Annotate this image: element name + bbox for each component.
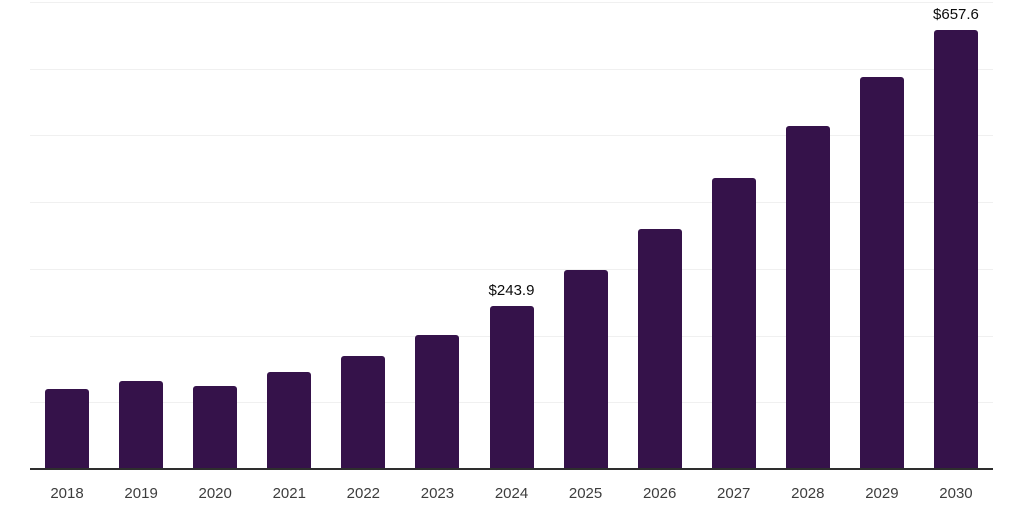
x-axis-baseline xyxy=(30,468,993,470)
gridline xyxy=(30,2,993,3)
x-tick-label-2019: 2019 xyxy=(124,485,158,502)
bar-2022 xyxy=(341,356,386,469)
x-tick-label-2021: 2021 xyxy=(272,485,306,502)
gridline xyxy=(30,268,993,270)
x-tick-label-2026: 2026 xyxy=(642,485,677,502)
bar-2026 xyxy=(637,229,682,469)
bar-2018 xyxy=(45,388,90,469)
bar-2028 xyxy=(785,125,830,469)
x-tick-label-2022: 2022 xyxy=(346,485,381,502)
x-tick-label-2018: 2018 xyxy=(50,485,84,502)
gridline xyxy=(30,202,993,204)
x-tick-label-2024: 2024 xyxy=(494,485,529,502)
bar-2019 xyxy=(119,381,164,469)
x-tick-label-2029: 2029 xyxy=(865,485,899,502)
gridline xyxy=(30,68,993,70)
bar-2023 xyxy=(415,334,460,469)
bar-2030 xyxy=(933,30,978,469)
value-label-2030: $657.6 xyxy=(933,6,979,24)
bar-2027 xyxy=(711,178,756,469)
bar-2021 xyxy=(267,372,312,469)
bar-2025 xyxy=(563,269,608,469)
x-tick-label-2028: 2028 xyxy=(791,485,825,502)
x-tick-label-2025: 2025 xyxy=(568,485,603,502)
x-tick-label-2027: 2027 xyxy=(717,485,751,502)
x-tick-label-2023: 2023 xyxy=(420,485,455,502)
bar-2020 xyxy=(193,386,238,469)
bar-2029 xyxy=(859,77,904,469)
bar-2024 xyxy=(489,306,534,469)
x-tick-label-2030: 2030 xyxy=(939,485,973,502)
value-label-2024: $243.9 xyxy=(488,282,535,300)
gridline xyxy=(30,135,993,137)
x-tick-label-2020: 2020 xyxy=(198,485,232,502)
